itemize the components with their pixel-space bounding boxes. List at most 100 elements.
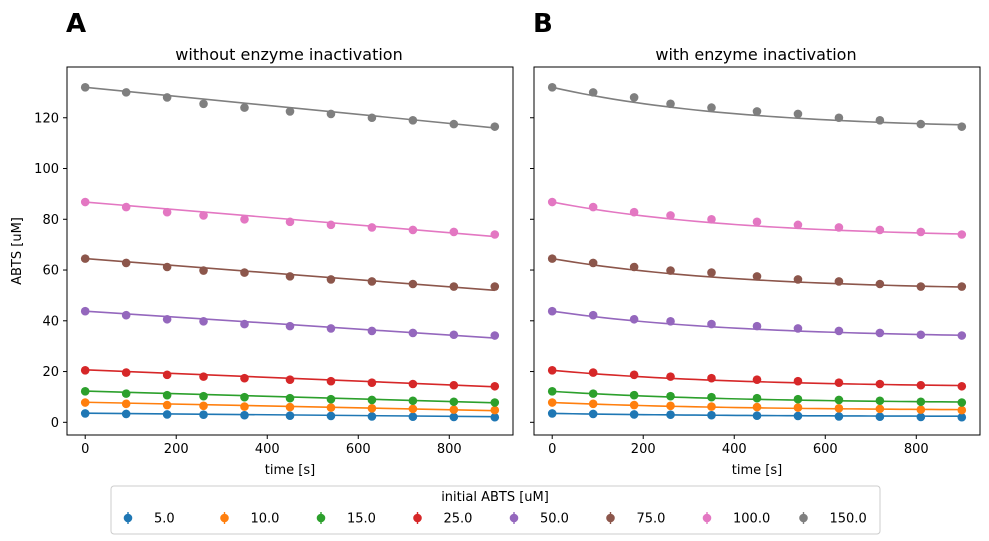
panel-b: B with enzyme inactivation 0 200 400 600 800… — [530, 9, 981, 478]
data-point — [285, 217, 295, 227]
data-point — [707, 392, 716, 402]
data-point — [80, 387, 90, 396]
panel-a-frame — [66, 66, 514, 436]
data-point — [449, 405, 459, 414]
data-point — [707, 373, 716, 383]
legend-marker — [123, 513, 133, 523]
legend-label: 100.0 — [733, 512, 770, 527]
data-point — [121, 389, 131, 398]
legend-entry: 75.0 — [606, 512, 665, 527]
data-point — [752, 217, 762, 227]
data-point — [916, 380, 926, 390]
data-point — [752, 272, 762, 281]
data-point — [834, 395, 844, 405]
data-point — [629, 370, 639, 380]
data-point — [199, 410, 208, 419]
y-tick-label: 60 — [42, 264, 59, 279]
data-point — [629, 410, 639, 419]
data-point — [629, 207, 639, 217]
data-point — [240, 373, 249, 383]
panel-letter-b: B — [533, 9, 553, 39]
data-point — [285, 402, 295, 412]
y-tick-label: 80 — [42, 213, 59, 228]
data-point — [629, 262, 639, 272]
data-point — [547, 83, 557, 92]
data-point — [367, 378, 377, 388]
legend-marker — [606, 513, 615, 523]
data-point — [752, 393, 762, 403]
data-point — [752, 321, 762, 331]
data-point — [875, 115, 885, 125]
data-point — [834, 378, 844, 388]
data-point — [916, 412, 926, 422]
data-point — [449, 330, 459, 340]
panel-letter-a: A — [66, 9, 86, 39]
data-point — [408, 279, 418, 289]
data-point — [834, 223, 844, 232]
data-point — [408, 379, 418, 389]
legend-label: 150.0 — [830, 512, 867, 527]
data-point — [240, 103, 249, 112]
data-point — [408, 396, 418, 406]
x-tick-label: 600 — [813, 442, 838, 457]
data-point — [80, 197, 90, 207]
data-point — [199, 391, 208, 401]
data-point — [490, 282, 500, 291]
data-point — [121, 310, 131, 320]
data-point — [957, 412, 967, 422]
data-point — [588, 399, 598, 409]
data-point — [449, 227, 459, 237]
panel-b-marks — [547, 83, 967, 422]
data-point — [326, 220, 336, 230]
data-point — [162, 314, 172, 324]
data-point — [793, 109, 803, 119]
data-point — [588, 88, 598, 97]
data-point — [666, 211, 675, 220]
data-point — [285, 393, 295, 403]
data-point — [875, 404, 885, 414]
data-point — [957, 381, 967, 391]
data-point — [547, 254, 557, 263]
data-point — [367, 223, 377, 232]
data-point — [834, 113, 844, 123]
data-point — [162, 400, 172, 410]
legend-label: 10.0 — [251, 512, 280, 527]
data-point — [629, 314, 639, 324]
data-point — [162, 207, 172, 217]
data-point — [752, 375, 762, 384]
data-point — [285, 107, 295, 116]
data-point — [367, 326, 377, 336]
data-point — [240, 402, 249, 411]
y-tick-label: 20 — [42, 365, 59, 380]
data-point — [957, 230, 967, 239]
data-point — [547, 306, 557, 316]
data-point — [629, 400, 639, 410]
data-point — [285, 321, 295, 331]
data-point — [666, 317, 675, 326]
data-point — [588, 389, 598, 398]
data-point — [547, 409, 557, 418]
legend-entry: 150.0 — [799, 512, 867, 527]
legend-entry: 50.0 — [509, 512, 569, 527]
legend-marker — [316, 513, 326, 523]
data-point — [285, 272, 295, 281]
legend-label: 15.0 — [347, 512, 376, 527]
data-point — [121, 368, 131, 377]
data-point — [199, 211, 208, 220]
data-point — [490, 412, 500, 422]
data-point — [162, 410, 172, 419]
legend-entry: 10.0 — [220, 512, 279, 527]
data-point — [707, 402, 716, 411]
data-point — [916, 119, 926, 129]
data-point — [916, 405, 926, 414]
x-tick-label: 200 — [164, 442, 189, 457]
data-point — [707, 268, 716, 277]
data-point — [199, 99, 208, 109]
legend-entry: 15.0 — [316, 512, 376, 527]
data-point — [957, 405, 967, 415]
data-point — [707, 410, 716, 420]
data-point — [834, 277, 844, 286]
data-point — [80, 83, 90, 92]
data-point — [793, 275, 803, 284]
